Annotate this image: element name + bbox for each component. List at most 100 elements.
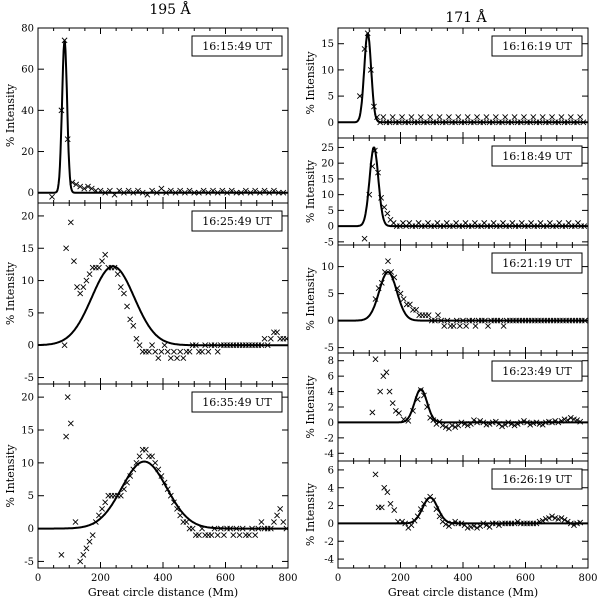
data-point (508, 119, 515, 126)
y-axis-label: % Intensity (4, 261, 17, 325)
data-point (164, 486, 171, 493)
data-point (191, 189, 198, 196)
data-point (283, 335, 288, 342)
data-point (364, 30, 371, 37)
data-point (63, 433, 70, 440)
data-point (380, 114, 387, 120)
data-point (505, 419, 512, 426)
x-tick-label: 200 (391, 573, 410, 584)
fit-curve (338, 270, 588, 322)
data-point (83, 277, 90, 284)
data-point (533, 520, 540, 527)
data-point (387, 500, 394, 507)
data-point (196, 189, 202, 196)
data-point (483, 114, 490, 120)
data-point (492, 114, 499, 120)
data-point (394, 285, 401, 292)
data-point (527, 119, 534, 126)
x-tick-label: 400 (453, 573, 472, 584)
data-point (408, 522, 415, 529)
data-point (102, 499, 109, 506)
data-point (214, 532, 221, 539)
data-point (425, 312, 432, 319)
timestamp-label: 16:18:49 UT (502, 150, 572, 163)
data-point (81, 185, 88, 192)
data-point (546, 515, 552, 521)
data-point (369, 163, 376, 170)
data-point (424, 404, 430, 410)
data-point (471, 523, 477, 530)
data-layer (338, 471, 588, 531)
y-tick-label: 10 (321, 262, 334, 273)
data-point (121, 486, 127, 493)
data-point (205, 348, 212, 355)
data-point (249, 525, 255, 532)
data-point (464, 422, 471, 429)
data-point (233, 525, 240, 532)
data-point (125, 187, 132, 194)
data-point (388, 269, 395, 275)
data-point (521, 417, 527, 424)
y-tick-label: 0 (328, 118, 334, 129)
data-point (167, 492, 174, 499)
data-point (372, 296, 379, 302)
data-point (102, 251, 109, 258)
data-point (521, 114, 527, 120)
data-point (514, 518, 521, 525)
data-point (181, 189, 188, 196)
y-tick-label: 15 (321, 39, 334, 50)
data-point (564, 119, 571, 126)
panel-6: -5 0 5 10 % Intensity 16:21:19 UT (304, 244, 589, 354)
y-tick-label: 20 (21, 147, 34, 158)
data-point (497, 317, 504, 324)
data-point (127, 473, 134, 479)
data-point (574, 417, 580, 424)
y-tick-label: 10 (321, 65, 334, 76)
data-point (396, 410, 402, 417)
data-point (558, 114, 565, 120)
timestamp-box (191, 35, 283, 57)
data-point (99, 258, 105, 265)
data-point (211, 525, 218, 532)
data-point (71, 258, 77, 265)
data-point (177, 187, 184, 194)
data-point (256, 189, 263, 196)
data-point (574, 119, 580, 126)
data-point (164, 348, 171, 355)
data-point (266, 189, 273, 196)
data-point (435, 312, 441, 319)
y-tick-label: 15 (21, 244, 34, 255)
timestamp-box (491, 145, 583, 167)
data-point (111, 264, 118, 271)
y-tick-label: 0 (328, 222, 334, 233)
data-point (255, 525, 262, 532)
data-point (433, 421, 440, 427)
data-point (391, 507, 398, 513)
data-point (196, 532, 202, 539)
data-point (580, 119, 587, 126)
data-point (361, 46, 368, 52)
data-point (480, 419, 487, 426)
data-point (186, 187, 193, 194)
data-point (567, 414, 574, 421)
data-point (444, 317, 451, 324)
data-point (211, 342, 218, 349)
y-axis-label: % Intensity (4, 83, 17, 147)
y-tick-label: -4 (324, 555, 334, 566)
data-point (189, 525, 196, 532)
y-tick-label: 2 (328, 403, 334, 414)
y-tick-label: 0 (328, 519, 334, 530)
data-point (549, 114, 555, 120)
y-tick-label: 4 (328, 483, 334, 494)
data-point (455, 114, 462, 120)
data-point (271, 519, 277, 525)
data-point (511, 520, 518, 527)
data-point (378, 279, 385, 286)
data-point (356, 93, 363, 100)
y-tick-label: -2 (324, 537, 334, 548)
data-point (221, 532, 227, 539)
data-point (377, 119, 384, 126)
data-point (400, 296, 407, 302)
fit-curve (338, 388, 588, 424)
